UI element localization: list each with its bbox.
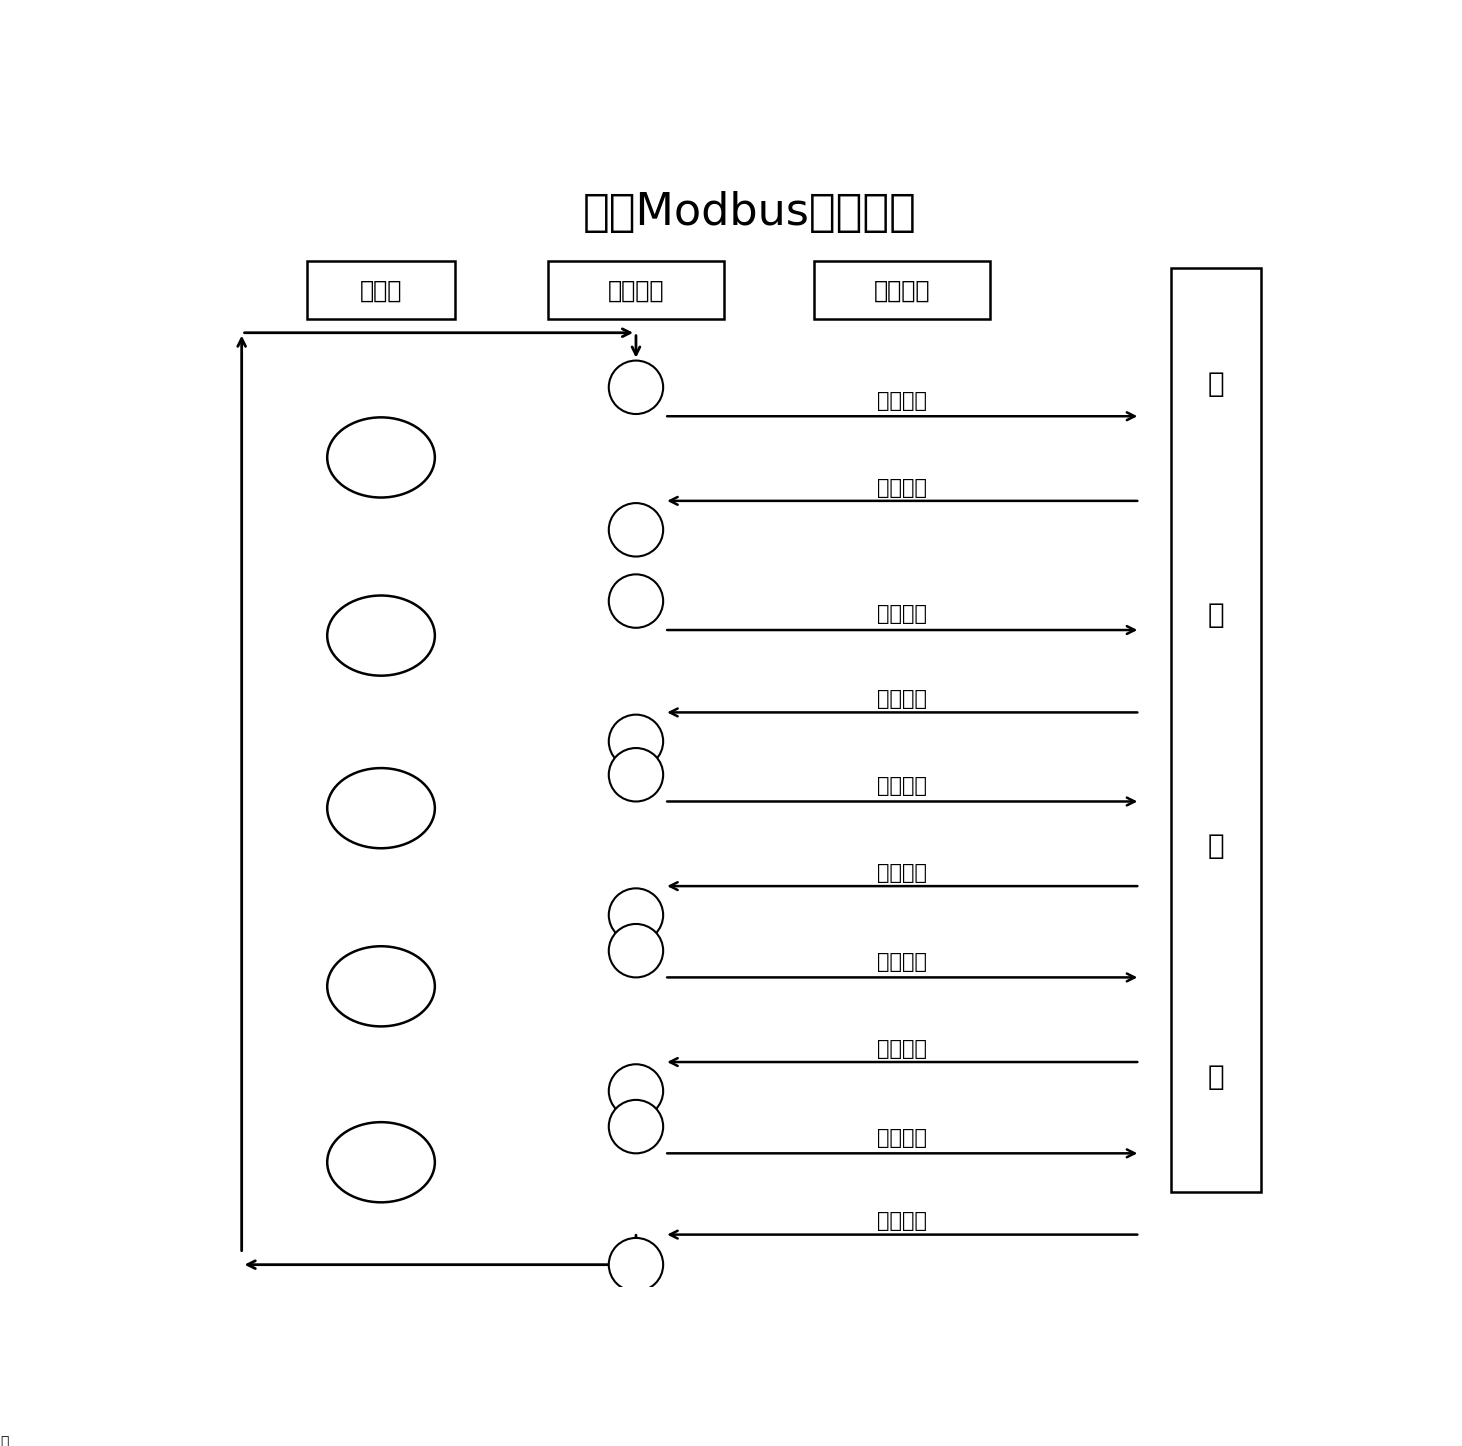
Text: 3: 3 (630, 591, 642, 610)
Text: 7: 7 (630, 941, 642, 960)
Ellipse shape (327, 768, 434, 849)
Ellipse shape (327, 418, 434, 497)
Text: 5: 5 (630, 766, 642, 784)
Text: 测: 测 (0, 1434, 9, 1446)
Ellipse shape (327, 596, 434, 675)
Text: 处理内容: 处理内容 (874, 279, 930, 302)
Text: 03: 03 (366, 797, 396, 820)
Text: 02: 02 (366, 623, 396, 648)
Text: 控: 控 (1208, 600, 1224, 629)
Text: 10: 10 (626, 1255, 646, 1274)
Text: 接收报文: 接收报文 (877, 863, 927, 882)
Circle shape (608, 924, 664, 977)
Circle shape (608, 360, 664, 414)
Text: 9: 9 (630, 1118, 642, 1135)
Text: 01: 01 (366, 445, 396, 470)
Circle shape (608, 714, 664, 768)
Circle shape (608, 1100, 664, 1154)
Text: 接收报文: 接收报文 (877, 1212, 927, 1231)
Text: 接收报文: 接收报文 (877, 1038, 927, 1058)
Bar (307, 262, 455, 320)
Ellipse shape (327, 946, 434, 1027)
Text: 05: 05 (366, 1150, 396, 1174)
Text: 处理顺序: 处理顺序 (608, 279, 664, 302)
Text: 接收报文: 接收报文 (877, 477, 927, 497)
Text: 8: 8 (630, 1082, 642, 1100)
Bar (548, 262, 724, 320)
Text: 单个Modbus规约处理: 单个Modbus规约处理 (582, 191, 917, 234)
Circle shape (608, 888, 664, 941)
Text: 发送报文: 发送报文 (877, 604, 927, 625)
Circle shape (608, 1238, 664, 1291)
Text: 设: 设 (1208, 831, 1224, 860)
Circle shape (608, 748, 664, 801)
Bar (1171, 268, 1262, 1193)
Text: 2: 2 (630, 521, 642, 539)
Circle shape (608, 1064, 664, 1118)
Text: 功能码: 功能码 (360, 279, 402, 302)
Text: 发送报文: 发送报文 (877, 777, 927, 795)
Text: 发送报文: 发送报文 (877, 390, 927, 411)
Bar (814, 262, 990, 320)
Text: 4: 4 (630, 732, 642, 750)
Text: 1: 1 (630, 379, 642, 396)
Text: 备: 备 (1208, 1063, 1224, 1090)
Text: 6: 6 (630, 907, 642, 924)
Circle shape (608, 503, 664, 557)
Text: 发送报文: 发送报文 (877, 951, 927, 972)
Text: 自: 自 (1208, 370, 1224, 398)
Circle shape (608, 574, 664, 628)
Text: 04: 04 (366, 975, 396, 998)
Ellipse shape (327, 1122, 434, 1202)
Text: 接收报文: 接收报文 (877, 690, 927, 709)
Text: 发送报文: 发送报文 (877, 1128, 927, 1148)
